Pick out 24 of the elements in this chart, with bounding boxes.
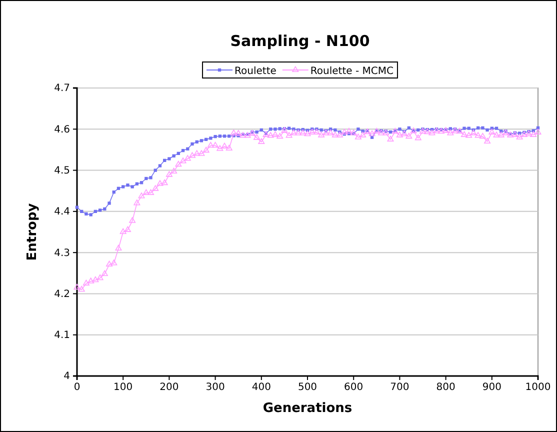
x-tick-label: 400 — [252, 382, 271, 394]
y-tick-label: 4.7 — [54, 83, 70, 94]
y-tick-label: 4 — [64, 371, 70, 382]
x-tick-label: 500 — [298, 382, 318, 394]
x-tick-label: 0 — [74, 382, 80, 394]
legend-label: Roulette — [234, 66, 276, 77]
y-tick-label: 4.3 — [54, 248, 70, 259]
x-tick-label: 600 — [344, 382, 364, 394]
x-tick-label: 300 — [206, 382, 225, 394]
x-axis-title: Generations — [262, 401, 352, 416]
x-tick-label: 700 — [390, 382, 410, 394]
legend-label: Roulette - MCMC — [310, 66, 394, 77]
x-tick-label: 100 — [114, 382, 133, 394]
y-tick-label: 4.2 — [54, 288, 70, 300]
x-tick-label: 200 — [160, 382, 179, 394]
y-axis-title: Entropy — [25, 202, 40, 261]
y-tick-label: 4.1 — [54, 330, 70, 342]
y-tick-label: 4.4 — [54, 206, 70, 218]
x-tick-label: 800 — [436, 382, 456, 394]
y-tick-label: 4.6 — [54, 124, 70, 136]
chart-title: Sampling - N100 — [230, 32, 370, 50]
y-tick-label: 4.5 — [54, 165, 70, 176]
x-tick-label: 900 — [482, 382, 502, 394]
x-tick-label: 1000 — [525, 382, 551, 394]
